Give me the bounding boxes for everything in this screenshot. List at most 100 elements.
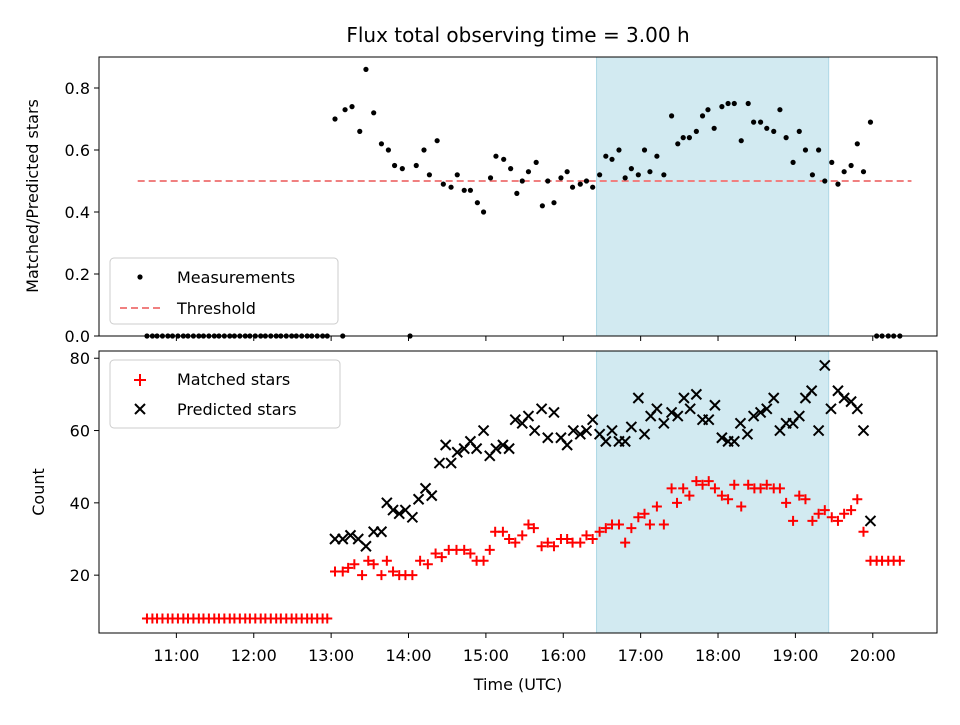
y-tick-label: 0.0 (65, 327, 90, 346)
measurement-point (514, 190, 520, 196)
predicted-star-point (761, 403, 773, 415)
matched-star-point (839, 508, 850, 519)
matched-star-point (697, 479, 708, 490)
matched-star-point (459, 544, 470, 555)
predicted-star-point (625, 421, 638, 433)
predicted-star-point (574, 428, 586, 440)
matched-star-point (422, 559, 433, 570)
legend-label-matched: Matched stars (177, 370, 290, 389)
matched-star-point (581, 530, 592, 541)
measurement-point (790, 159, 796, 165)
measurement-point (719, 104, 725, 110)
measurement-point (583, 178, 590, 184)
legend-marker-matched (134, 374, 146, 386)
matched-star-point (407, 570, 418, 581)
predicted-star-point (638, 428, 651, 440)
matched-star-point (819, 505, 830, 516)
matched-star-point (846, 505, 857, 516)
measurement-point (501, 156, 507, 162)
measurement-point (835, 181, 841, 187)
predicted-star-point (497, 439, 509, 451)
matched-star-point (658, 519, 669, 530)
measurement-point (545, 178, 551, 184)
measurement-point (867, 119, 874, 125)
x-tick-label: 18:00 (695, 646, 741, 665)
measurement-point (635, 172, 641, 178)
measurement-point (680, 135, 686, 141)
legend-label-predicted: Predicted stars (177, 400, 297, 419)
measurement-point (796, 128, 802, 134)
matched-star-point (517, 530, 528, 541)
measurement-point (508, 166, 514, 172)
predicted-star-point (819, 359, 831, 372)
measurement-point (757, 119, 764, 125)
predicted-star-point (470, 442, 483, 455)
measurement-point (860, 169, 867, 175)
matched-star-point (497, 526, 508, 537)
measurement-point (349, 104, 355, 110)
matched-star-point (736, 501, 747, 512)
measurement-point (399, 166, 405, 172)
matched-star-point (639, 508, 650, 519)
measurement-point (622, 175, 628, 181)
predicted-star-point (690, 388, 703, 401)
measurement-point (829, 159, 835, 165)
matched-star-point (626, 523, 637, 534)
measurement-point (385, 147, 391, 153)
matched-star-point (465, 548, 476, 559)
x-axis-label: Time (UTC) (473, 675, 562, 694)
measurement-point (558, 175, 564, 181)
matched-star-point (620, 537, 631, 548)
bottom-y-ticks: 20 40 60 80 (70, 349, 99, 585)
measurement-point (848, 162, 854, 169)
top-legend-box (109, 257, 339, 325)
matched-star-point (807, 515, 818, 526)
observing-window-shade-top (596, 56, 830, 337)
matched-star-point (381, 555, 392, 566)
measurement-point (711, 125, 717, 131)
matched-star-point (322, 613, 333, 624)
predicted-star-point (632, 392, 645, 404)
predicted-star-point (387, 504, 399, 516)
top-panel: 0.00.20.40.60.8 Matched/Predicted stars … (23, 56, 938, 346)
predicted-star-point (825, 403, 837, 415)
predicted-star-point (851, 403, 864, 415)
measurement-point (493, 153, 499, 159)
matched-star-point (523, 519, 534, 530)
predicted-star-point (426, 489, 438, 502)
measurement-point (569, 184, 576, 190)
x-tick-label: 17:00 (618, 646, 664, 665)
predicted-star-point (754, 406, 767, 419)
bottom-plot-frame (98, 350, 938, 634)
matched-star-point (484, 544, 495, 555)
measurement-point (426, 172, 433, 178)
measurement-point (467, 187, 474, 193)
matched-star-point (794, 490, 805, 501)
matched-star-point (575, 537, 586, 548)
x-tick-label: 20:00 (850, 646, 896, 665)
measurement-point (421, 147, 427, 153)
y-tick-label: 0.4 (65, 203, 90, 222)
matched-star-point (703, 476, 714, 487)
matched-star-point (478, 555, 489, 566)
matched-star-point (504, 534, 515, 544)
predicted-star-point (734, 417, 747, 430)
measurement-point (461, 187, 467, 193)
y-tick-label: 0.6 (65, 141, 90, 160)
measurement-point (597, 172, 603, 178)
matched-star-point (349, 559, 360, 570)
predicted-star-point (412, 493, 425, 505)
predicted-star-point (665, 406, 678, 419)
matched-star-point (343, 562, 354, 573)
predicted-star-point (728, 435, 740, 448)
predicted-star-point (451, 446, 463, 458)
measurement-points (144, 66, 903, 339)
measurement-point (413, 162, 419, 169)
matched-star-point (729, 479, 740, 490)
top-y-axis-label: Matched/Predicted stars (23, 99, 42, 293)
x-tick-label: 13:00 (308, 646, 354, 665)
matched-star-point (684, 490, 695, 501)
predicted-star-point (709, 399, 721, 411)
matched-star-point (613, 519, 624, 530)
measurement-point (654, 153, 660, 159)
